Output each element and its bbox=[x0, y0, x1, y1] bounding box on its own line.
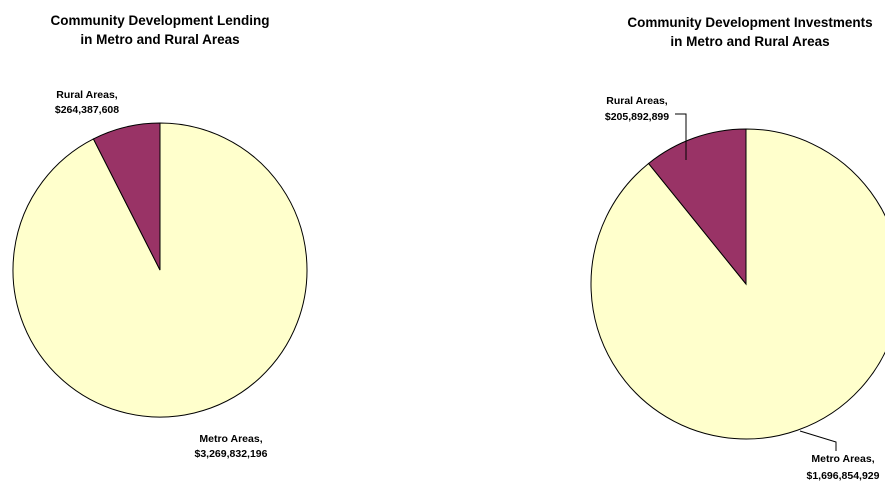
metro-leader-line bbox=[799, 430, 837, 451]
rural-slice bbox=[647, 128, 747, 286]
rural-slice-value-label: $205,892,899 bbox=[605, 111, 669, 123]
chart-title-line-2: in Metro and Rural Areas bbox=[670, 34, 830, 49]
metro-slice-label: Metro Areas, bbox=[811, 453, 874, 465]
chart-title-line-1: Community Development Investments bbox=[627, 15, 873, 30]
rural-slice bbox=[92, 122, 161, 271]
chart-title-line-2: in Metro and Rural Areas bbox=[80, 32, 240, 47]
lending-pie bbox=[12, 122, 308, 418]
metro-slice-value-label: $3,269,832,196 bbox=[195, 448, 268, 460]
rural-slice-label: Rural Areas, bbox=[56, 89, 118, 101]
metro-slice bbox=[590, 128, 885, 440]
investments-pie bbox=[590, 128, 885, 440]
chart-title-line-1: Community Development Lending bbox=[50, 13, 270, 28]
metro-slice-value-label: $1,696,854,929 bbox=[807, 470, 880, 482]
rural-leader-line bbox=[675, 113, 687, 160]
metro-slice-label: Metro Areas, bbox=[199, 433, 262, 445]
rural-slice-value-label: $264,387,608 bbox=[55, 104, 119, 116]
chart-title: Community Development Investments in Met… bbox=[600, 13, 885, 51]
chart-title: Community Development Lending in Metro a… bbox=[0, 11, 320, 49]
rural-slice-label: Rural Areas, bbox=[606, 95, 668, 107]
